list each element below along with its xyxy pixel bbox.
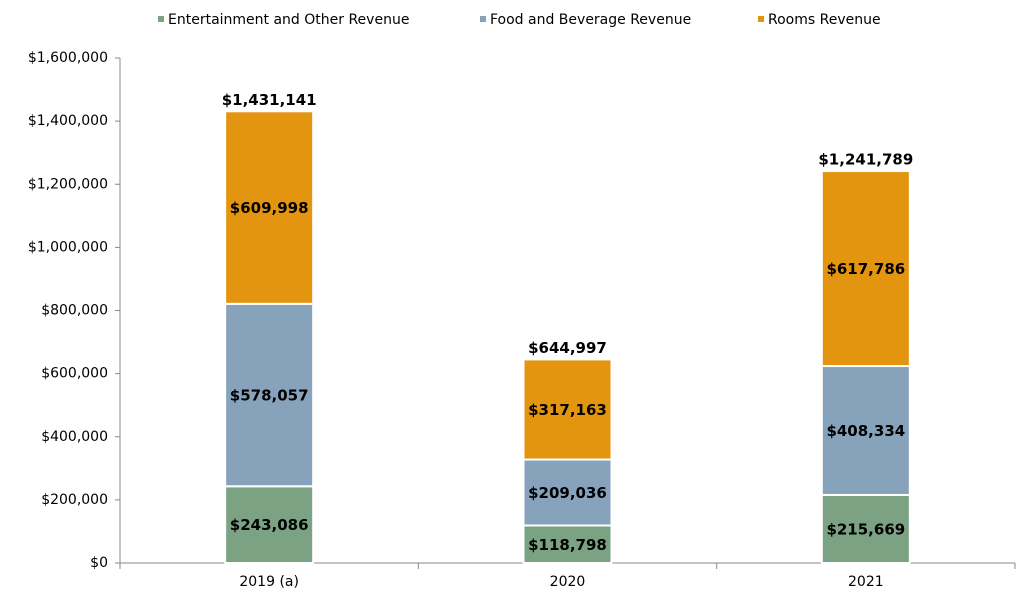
value-label: $617,786 xyxy=(826,260,905,278)
legend-label: Food and Beverage Revenue xyxy=(490,12,691,28)
legend-marker xyxy=(758,16,764,22)
legend-label: Rooms Revenue xyxy=(768,12,881,28)
legend-marker xyxy=(158,16,164,22)
value-label: $408,334 xyxy=(826,422,905,440)
y-tick-label: $800,000 xyxy=(41,303,108,319)
total-label: $1,431,141 xyxy=(222,91,317,109)
value-label: $609,998 xyxy=(230,199,309,217)
bar-segment xyxy=(224,110,315,305)
total-label: $644,997 xyxy=(528,339,607,357)
value-label: $209,036 xyxy=(528,484,607,502)
y-tick-label: $1,600,000 xyxy=(28,50,108,66)
x-tick-label: 2021 xyxy=(848,574,884,590)
legend-marker xyxy=(480,16,486,22)
bar-segment xyxy=(224,485,315,564)
bar-segment xyxy=(224,302,315,488)
y-tick-label: $1,200,000 xyxy=(28,176,108,192)
value-label: $118,798 xyxy=(528,536,607,554)
value-label: $243,086 xyxy=(230,516,309,534)
value-label: $317,163 xyxy=(528,401,607,419)
y-tick-label: $400,000 xyxy=(41,429,108,445)
y-tick-label: $1,000,000 xyxy=(28,239,108,255)
bar-segment xyxy=(820,365,911,496)
y-tick-label: $600,000 xyxy=(41,366,108,382)
legend-label: Entertainment and Other Revenue xyxy=(168,12,409,28)
bar-segment xyxy=(522,524,613,565)
bar-segment xyxy=(820,170,911,368)
bar-segment xyxy=(522,358,613,461)
bar-segment xyxy=(522,458,613,527)
value-label: $578,057 xyxy=(230,387,309,405)
y-tick-label: $200,000 xyxy=(41,492,108,508)
total-label: $1,241,789 xyxy=(818,151,913,169)
value-label: $215,669 xyxy=(826,520,905,538)
x-tick-label: 2019 (a) xyxy=(239,574,299,590)
y-tick-label: $1,400,000 xyxy=(28,113,108,129)
y-tick-label: $0 xyxy=(90,555,108,571)
x-tick-label: 2020 xyxy=(550,574,586,590)
